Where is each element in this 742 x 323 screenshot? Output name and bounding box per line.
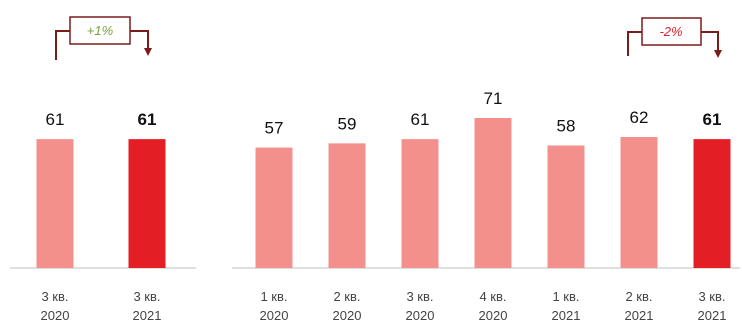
x-tick-label-quarter: 2 кв.: [333, 289, 360, 304]
change-label-right: -2%: [659, 24, 682, 39]
x-tick-label-quarter: 1 кв.: [552, 289, 579, 304]
x-tick-label-year: 2020: [333, 308, 362, 323]
x-tick-label-quarter: 3 кв.: [133, 289, 160, 304]
x-tick-label-quarter: 1 кв.: [260, 289, 287, 304]
bar: [547, 145, 585, 268]
change-box-left: [69, 16, 131, 45]
x-tick-label-year: 2021: [625, 308, 654, 323]
x-tick-label-year: 2020: [406, 308, 435, 323]
x-tick-label-quarter: 4 кв.: [479, 289, 506, 304]
bar: [474, 118, 512, 268]
x-tick-label-year: 2020: [479, 308, 508, 323]
x-tick-label-quarter: 3 кв.: [698, 289, 725, 304]
data-label: 71: [484, 89, 503, 108]
change-arrow-left: [55, 30, 148, 60]
data-label: 61: [411, 110, 430, 129]
change-box-right: [641, 17, 702, 46]
bar: [328, 143, 366, 268]
x-tick-label-year: 2020: [260, 308, 289, 323]
change-callout-left: +1%: [55, 16, 148, 60]
data-label: 58: [557, 116, 576, 135]
x-tick-label-year: 2021: [698, 308, 727, 323]
data-label: 61: [46, 110, 65, 129]
x-tick-label-year: 2020: [41, 308, 70, 323]
bar: [693, 139, 731, 268]
bar: [620, 137, 658, 268]
data-label: 59: [338, 114, 357, 133]
x-tick-label-year: 2021: [133, 308, 162, 323]
change-callout-right: -2%: [627, 17, 718, 56]
data-label: 62: [630, 108, 649, 127]
change-label-left: +1%: [87, 23, 113, 38]
data-label: 61: [138, 110, 157, 129]
change-arrow-right: [627, 31, 718, 56]
data-label: 61: [703, 110, 722, 129]
x-tick-label-quarter: 2 кв.: [625, 289, 652, 304]
bar: [128, 139, 166, 268]
bar: [401, 139, 439, 268]
x-tick-label-year: 2021: [552, 308, 581, 323]
bar: [255, 147, 293, 268]
x-tick-label-quarter: 3 кв.: [41, 289, 68, 304]
x-tick-label-quarter: 3 кв.: [406, 289, 433, 304]
bar: [36, 139, 74, 268]
data-label: 57: [265, 119, 284, 138]
